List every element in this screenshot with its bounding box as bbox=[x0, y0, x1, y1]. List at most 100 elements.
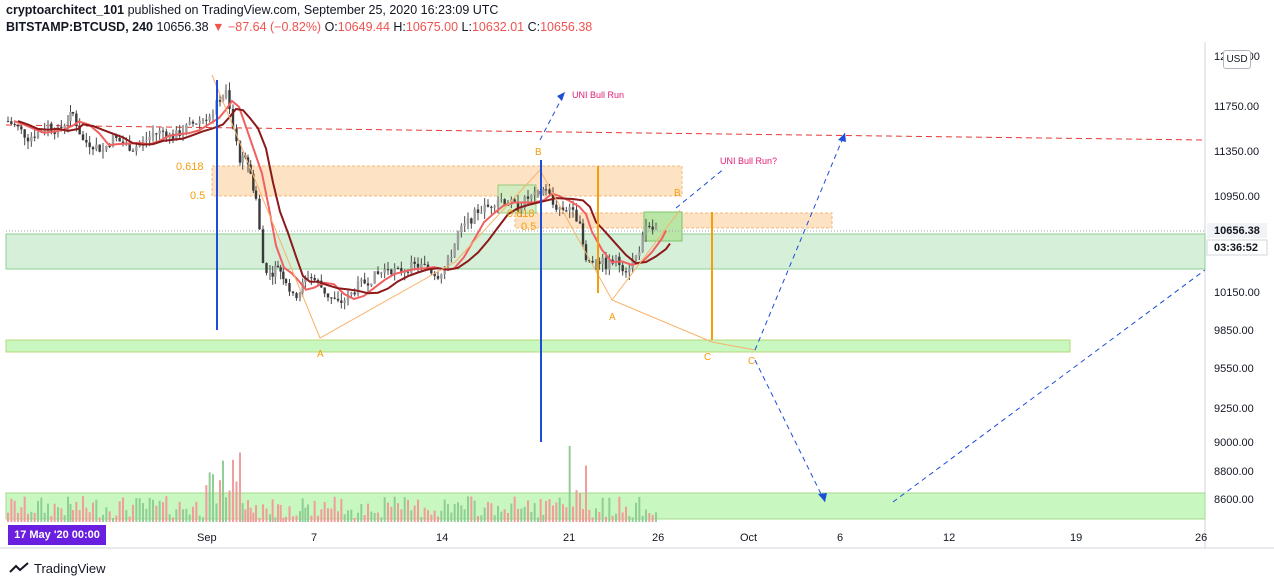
author-name[interactable]: cryptoarchitect_101 bbox=[6, 3, 125, 17]
volume-bar bbox=[363, 515, 366, 522]
volume-bar bbox=[641, 515, 644, 522]
candle-body bbox=[231, 109, 235, 129]
fib-label-618-a: 0.618 bbox=[176, 161, 204, 173]
volume-bar bbox=[598, 511, 601, 522]
candle-body bbox=[158, 130, 161, 134]
candle-body bbox=[516, 201, 520, 212]
y-tick-10150: 10150.00 bbox=[1214, 287, 1260, 299]
volume-bar bbox=[463, 509, 466, 522]
volume-bar bbox=[37, 500, 39, 522]
candle-body bbox=[301, 282, 304, 293]
candle-body bbox=[30, 136, 33, 142]
volume-bar bbox=[122, 497, 124, 522]
candle-body bbox=[601, 257, 604, 264]
volume-bar bbox=[182, 509, 184, 522]
candle-body bbox=[542, 189, 545, 195]
volume-bar bbox=[601, 497, 604, 522]
candle-body bbox=[274, 265, 277, 277]
volume-bar bbox=[407, 499, 409, 522]
candle-body bbox=[406, 271, 410, 273]
volume-bar bbox=[503, 509, 506, 522]
y-tick-9250: 9250.00 bbox=[1214, 403, 1254, 415]
x-tick-7: 7 bbox=[311, 532, 317, 544]
wave-label-b2: B bbox=[674, 188, 681, 199]
candle-body bbox=[228, 90, 231, 110]
candle-body bbox=[178, 130, 181, 137]
candle-body bbox=[598, 261, 601, 264]
current-price-tag-bg bbox=[1207, 223, 1267, 238]
candle-body bbox=[101, 149, 105, 152]
candle-body bbox=[624, 271, 628, 273]
y-tick-10950: 10950.00 bbox=[1214, 191, 1260, 203]
candle-body bbox=[446, 258, 450, 267]
volume-bar bbox=[40, 497, 43, 522]
volume-bar bbox=[500, 511, 503, 522]
volume-bar bbox=[228, 490, 231, 522]
volume-bar bbox=[340, 498, 343, 522]
candle-body bbox=[310, 277, 313, 279]
volume-bar bbox=[310, 515, 313, 522]
candle-body bbox=[588, 260, 591, 262]
volume-bar bbox=[533, 503, 536, 522]
volume-bar bbox=[274, 517, 277, 522]
volume-bar bbox=[135, 498, 138, 522]
fib-label-05-b: 0.5 bbox=[521, 221, 536, 233]
candle-body bbox=[313, 277, 316, 281]
candle-body bbox=[333, 297, 336, 299]
volume-bar bbox=[483, 507, 486, 522]
candle-body bbox=[628, 268, 631, 273]
volume-bar bbox=[615, 513, 617, 522]
candle-body bbox=[221, 97, 225, 102]
candle-body bbox=[654, 225, 658, 230]
candle-body bbox=[323, 287, 326, 294]
volume-bar bbox=[400, 509, 403, 522]
volume-bar bbox=[202, 517, 204, 522]
volume-bar bbox=[138, 498, 141, 522]
candle-body bbox=[581, 223, 585, 245]
volume-bar bbox=[397, 503, 399, 522]
lower-zone-green bbox=[5, 339, 1071, 353]
candle-body bbox=[346, 294, 350, 301]
volume-bar bbox=[247, 500, 249, 522]
volume-bar bbox=[10, 498, 13, 522]
candle-body bbox=[43, 130, 46, 132]
candle-body bbox=[383, 269, 386, 273]
volume-bar bbox=[69, 503, 72, 522]
price-change: ▼ −87.64 (−0.82%) bbox=[212, 20, 322, 34]
currency-button[interactable]: USD bbox=[1223, 50, 1251, 69]
candle-body bbox=[288, 283, 291, 292]
candle-body bbox=[440, 274, 443, 279]
volume-bar bbox=[271, 499, 274, 522]
candle-body bbox=[306, 277, 310, 279]
volume-bar bbox=[430, 514, 433, 522]
arrow-head-1 bbox=[557, 92, 565, 101]
volume-bar bbox=[295, 515, 298, 522]
volume-bar bbox=[241, 503, 244, 522]
candle-body bbox=[634, 255, 638, 260]
volume-bar bbox=[635, 502, 637, 522]
x-tick-oct: Oct bbox=[740, 532, 757, 544]
volume-bar bbox=[621, 512, 624, 522]
volume-bar bbox=[497, 505, 499, 522]
projection-uni-bull-run bbox=[539, 91, 566, 141]
candle-body bbox=[185, 124, 188, 133]
candle-body bbox=[638, 252, 641, 256]
volume-bar bbox=[513, 496, 516, 522]
candle-body bbox=[46, 123, 50, 131]
high-label: H: bbox=[393, 20, 406, 34]
candle-body bbox=[648, 225, 651, 227]
candle-body bbox=[191, 121, 195, 124]
symbol-line: BITSTAMP:BTCUSD, 240 10656.38 ▼ −87.64 (… bbox=[6, 19, 1206, 36]
volume-bar bbox=[152, 499, 154, 522]
candle-body bbox=[121, 141, 125, 144]
volume-bar bbox=[655, 512, 657, 522]
candle-body bbox=[356, 281, 360, 295]
x-tick-19: 19 bbox=[1070, 532, 1082, 544]
candle-body bbox=[188, 121, 191, 125]
symbol-name[interactable]: BITSTAMP:BTCUSD, 240 bbox=[6, 20, 154, 34]
candle-body bbox=[95, 144, 98, 150]
volume-bar bbox=[258, 517, 261, 522]
footer-brand[interactable]: TradingView bbox=[34, 560, 106, 576]
candle-body bbox=[614, 256, 618, 264]
